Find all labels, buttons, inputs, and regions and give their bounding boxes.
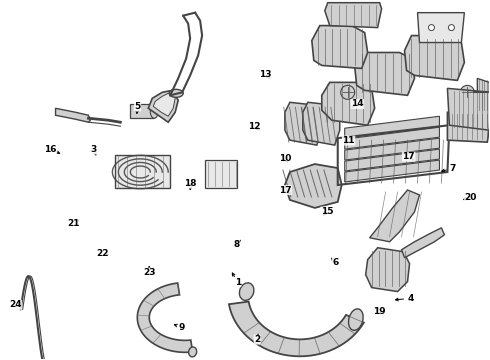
Ellipse shape bbox=[150, 104, 158, 118]
Polygon shape bbox=[345, 127, 440, 149]
Text: 22: 22 bbox=[96, 249, 109, 258]
Circle shape bbox=[448, 24, 454, 31]
Text: 9: 9 bbox=[178, 323, 185, 332]
Polygon shape bbox=[55, 108, 91, 122]
Ellipse shape bbox=[240, 283, 254, 300]
Polygon shape bbox=[405, 36, 465, 80]
Ellipse shape bbox=[348, 309, 363, 330]
Circle shape bbox=[461, 85, 474, 99]
Text: 15: 15 bbox=[321, 207, 333, 216]
Text: 21: 21 bbox=[68, 219, 80, 228]
Polygon shape bbox=[369, 190, 419, 242]
Text: 20: 20 bbox=[465, 193, 477, 202]
Text: 4: 4 bbox=[408, 294, 415, 303]
Polygon shape bbox=[355, 53, 415, 95]
Polygon shape bbox=[417, 13, 465, 42]
Text: 16: 16 bbox=[44, 145, 57, 154]
Polygon shape bbox=[229, 302, 364, 356]
Polygon shape bbox=[285, 102, 322, 145]
Polygon shape bbox=[303, 102, 340, 145]
Text: 24: 24 bbox=[9, 300, 22, 309]
Circle shape bbox=[428, 24, 435, 31]
Text: 10: 10 bbox=[279, 154, 291, 163]
Polygon shape bbox=[322, 82, 375, 125]
Text: 11: 11 bbox=[343, 136, 355, 145]
Text: 2: 2 bbox=[254, 335, 260, 344]
Polygon shape bbox=[285, 164, 342, 208]
Text: 8: 8 bbox=[234, 240, 240, 249]
FancyBboxPatch shape bbox=[130, 104, 154, 118]
Polygon shape bbox=[137, 283, 193, 352]
Text: 3: 3 bbox=[91, 145, 97, 154]
Polygon shape bbox=[447, 88, 490, 130]
Text: 14: 14 bbox=[351, 99, 364, 108]
Ellipse shape bbox=[189, 347, 196, 357]
Text: 17: 17 bbox=[279, 185, 292, 194]
Text: 13: 13 bbox=[259, 71, 272, 80]
Polygon shape bbox=[115, 155, 170, 188]
Text: 19: 19 bbox=[373, 307, 386, 316]
Text: 18: 18 bbox=[184, 179, 196, 188]
Text: 1: 1 bbox=[235, 278, 241, 287]
Polygon shape bbox=[153, 92, 175, 116]
Circle shape bbox=[341, 85, 355, 99]
Polygon shape bbox=[312, 26, 368, 68]
Polygon shape bbox=[345, 138, 440, 160]
Polygon shape bbox=[325, 3, 382, 28]
Text: 6: 6 bbox=[332, 258, 339, 267]
Text: 23: 23 bbox=[143, 268, 155, 277]
Polygon shape bbox=[345, 116, 440, 138]
Polygon shape bbox=[345, 160, 440, 182]
Text: 5: 5 bbox=[134, 102, 141, 111]
Text: 7: 7 bbox=[449, 164, 456, 173]
Text: 12: 12 bbox=[248, 122, 261, 131]
Polygon shape bbox=[366, 248, 410, 292]
Text: 17: 17 bbox=[402, 152, 415, 161]
FancyBboxPatch shape bbox=[205, 160, 237, 188]
Polygon shape bbox=[345, 149, 440, 171]
Ellipse shape bbox=[169, 89, 183, 97]
Polygon shape bbox=[148, 90, 178, 122]
Polygon shape bbox=[401, 228, 444, 258]
Polygon shape bbox=[477, 78, 490, 112]
Polygon shape bbox=[447, 112, 490, 142]
